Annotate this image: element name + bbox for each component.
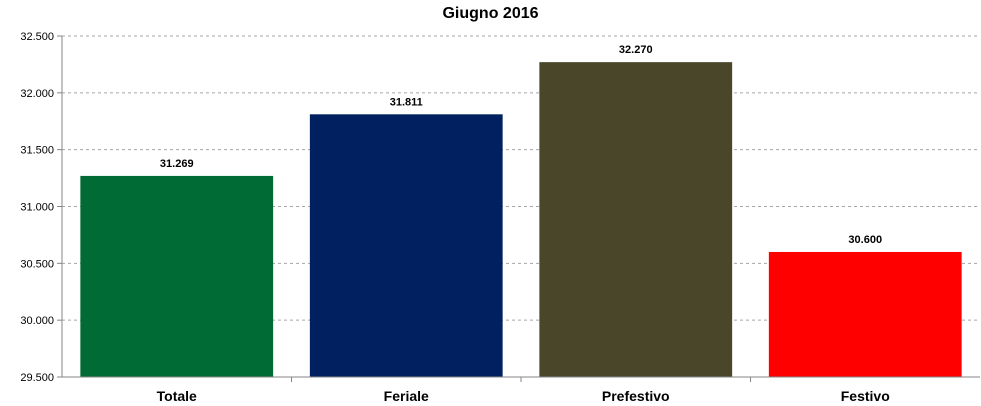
bar-value-label: 32.270 xyxy=(619,44,653,56)
y-tick-label: 31.000 xyxy=(20,202,54,214)
bar-festivo xyxy=(768,251,962,377)
x-tick-label: Feriale xyxy=(384,388,429,404)
y-tick-label: 31.500 xyxy=(20,145,54,157)
y-tick-label: 32.500 xyxy=(20,31,54,43)
y-tick-label: 32.000 xyxy=(20,88,54,100)
y-tick-label: 30.500 xyxy=(20,258,54,270)
bars-layer xyxy=(80,62,962,377)
bar-value-label: 31.269 xyxy=(160,158,194,170)
y-tick-label: 30.000 xyxy=(20,315,54,327)
x-tick-label: Prefestivo xyxy=(602,388,670,404)
bar-value-label: 31.811 xyxy=(390,96,423,108)
x-tick-label: Totale xyxy=(157,388,197,404)
chart-title: Giugno 2016 xyxy=(442,5,539,22)
axis-layer xyxy=(57,35,980,382)
bar-prefestivo xyxy=(539,62,733,377)
labels-layer: 29.500 30.000 30.500 31.000 31.500 32.000 32.5… xyxy=(20,31,889,404)
x-tick-label: Festivo xyxy=(841,388,890,404)
bar-feriale xyxy=(309,114,503,377)
y-tick-label: 29.500 xyxy=(20,372,54,384)
bar-value-label: 30.600 xyxy=(848,234,882,246)
bar-totale xyxy=(80,175,274,377)
